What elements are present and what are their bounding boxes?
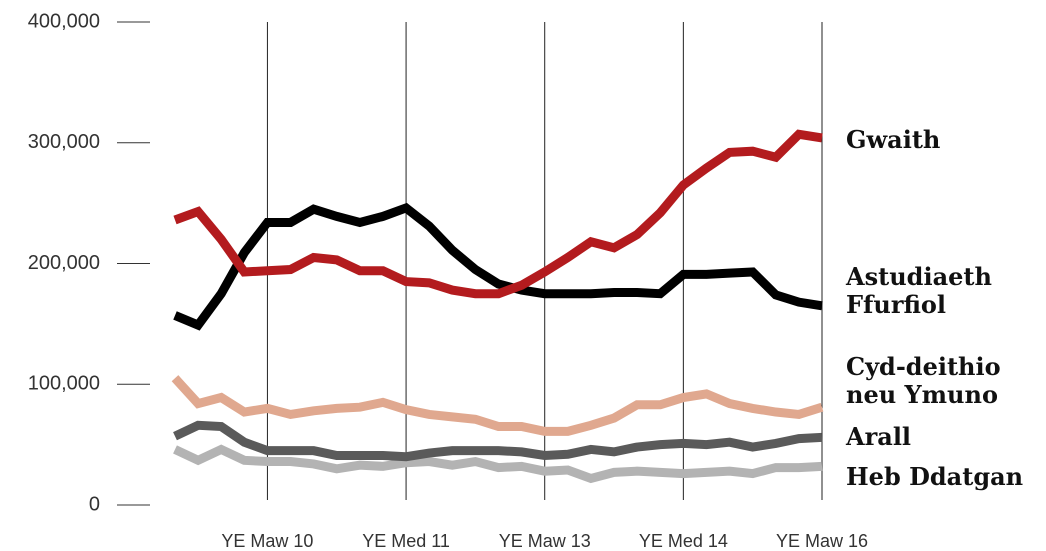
legend-label: Heb Ddatgan (846, 462, 1024, 491)
legend-label: Astudiaeth Ffurfiol (846, 262, 992, 319)
x-tick-label: YE Med 14 (639, 531, 728, 551)
y-tick-label: 400,000 (28, 10, 100, 32)
series-line (173, 444, 823, 484)
series-line (171, 375, 824, 436)
y-tick-label: 100,000 (28, 373, 100, 395)
y-tick-label: 300,000 (28, 131, 100, 153)
x-tick-label: YE Maw 10 (221, 531, 313, 551)
series-line (173, 129, 823, 299)
series-line (173, 420, 823, 462)
x-tick-label: YE Maw 16 (776, 531, 868, 551)
x-tick-label: YE Maw 13 (499, 531, 591, 551)
legend-label: Arall (846, 422, 912, 451)
y-tick-label: 200,000 (28, 252, 100, 274)
legend-label: Cyd-deithio neu Ymuno (846, 352, 1001, 409)
y-tick-label: 0 (89, 493, 100, 515)
legend-label: Gwaith (846, 125, 941, 154)
x-tick-label: YE Med 11 (362, 531, 450, 551)
series-line (173, 202, 823, 331)
